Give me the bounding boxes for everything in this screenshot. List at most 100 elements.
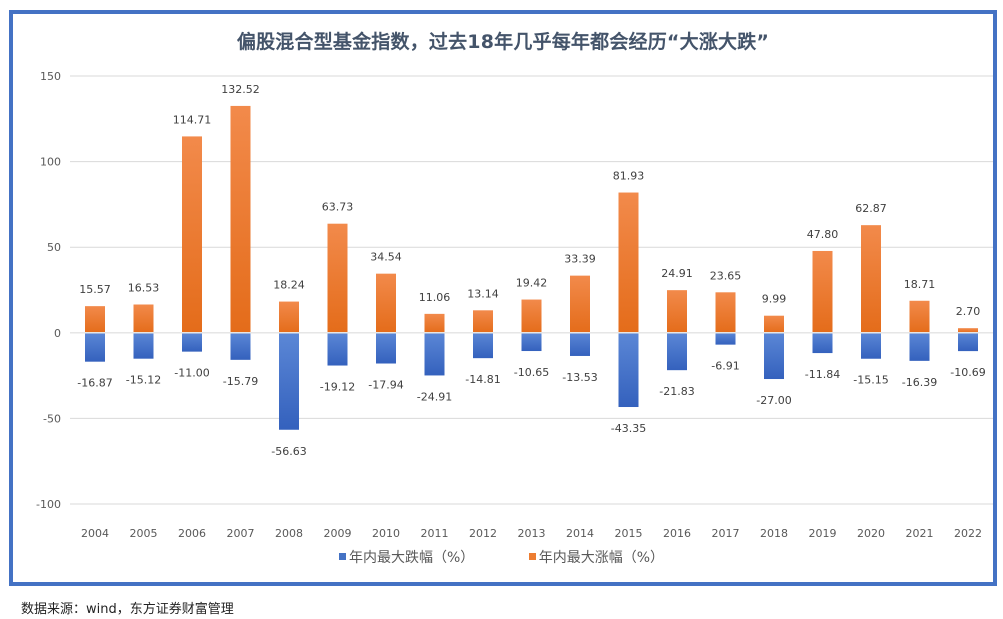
data-label-rise: 47.80 [807, 228, 839, 241]
bar-fall [424, 332, 445, 376]
bars [85, 105, 978, 430]
bar-rise [327, 223, 348, 333]
bar-fall [764, 332, 784, 380]
bar-fall [230, 332, 251, 360]
bar-rise [473, 310, 493, 333]
data-label-fall: -10.69 [950, 366, 985, 379]
x-tick-label: 2009 [324, 527, 352, 540]
x-tick-label: 2022 [954, 527, 982, 540]
bar-fall [279, 332, 299, 430]
y-axis-ticks: 150 100 50 0 -50 -100 [36, 70, 61, 511]
data-label-rise: 62.87 [855, 202, 887, 215]
bar-rise [764, 315, 784, 333]
data-label-rise: 16.53 [128, 282, 160, 295]
bar-fall [521, 332, 542, 352]
data-label-fall: -27.00 [756, 394, 791, 407]
data-label-rise: 18.71 [904, 278, 936, 291]
bar-rise [667, 290, 687, 333]
bar-fall [715, 332, 736, 345]
x-axis-ticks: 2004 2005 2006 2007 2008 2009 2010 2011 2012 2013… [81, 527, 982, 540]
data-label-rise: 63.73 [322, 201, 354, 214]
bar-fall [667, 332, 687, 371]
y-tick-label: 150 [40, 70, 61, 83]
y-tick-label: 50 [47, 241, 61, 254]
x-tick-label: 2012 [469, 527, 497, 540]
x-tick-label: 2019 [809, 527, 837, 540]
bar-rise [521, 299, 542, 333]
x-tick-label: 2021 [906, 527, 934, 540]
bar-rise [618, 192, 639, 333]
legend-item-rise[interactable]: 年内最大涨幅（%） [528, 547, 665, 567]
x-tick-label: 2006 [178, 527, 206, 540]
y-tick-label: 100 [40, 156, 61, 169]
bar-rise [279, 301, 299, 333]
legend-item-fall[interactable]: 年内最大跌幅（%） [338, 547, 475, 567]
x-tick-label: 2010 [372, 527, 400, 540]
data-label-rise: 24.91 [661, 267, 693, 280]
bar-fall [133, 332, 154, 359]
bar-rise [570, 275, 590, 333]
y-tick-label: -100 [36, 498, 61, 511]
x-tick-label: 2005 [130, 527, 158, 540]
y-tick-label: 0 [54, 327, 61, 340]
bar-fall [618, 332, 639, 408]
bar-rise [182, 136, 202, 333]
data-label-fall: -14.81 [465, 373, 500, 386]
bar-rise [909, 300, 930, 333]
data-label-rise: 19.42 [516, 277, 548, 290]
gridlines [70, 75, 993, 505]
data-label-rise: 23.65 [710, 269, 742, 282]
x-tick-label: 2015 [615, 527, 643, 540]
x-tick-label: 2016 [663, 527, 691, 540]
bar-rise [376, 273, 396, 333]
data-label-rise: 9.99 [762, 293, 787, 306]
bar-rise [85, 306, 105, 333]
bar-rise [133, 304, 154, 333]
legend-swatch-rise [528, 553, 536, 560]
data-label-fall: -6.91 [711, 360, 739, 373]
x-tick-label: 2018 [760, 527, 788, 540]
data-labels: 15.57 -16.87 16.53 -15.12 114.71 -11.00 132.52… [77, 83, 985, 458]
data-label-fall: -24.91 [417, 390, 452, 403]
bar-rise [230, 105, 251, 333]
data-label-fall: -11.84 [805, 368, 840, 381]
legend-label-fall: 年内最大跌幅（%） [348, 550, 475, 566]
x-tick-label: 2014 [566, 527, 594, 540]
data-source-note: 数据来源：wind，东方证券财富管理 [21, 602, 234, 617]
data-label-rise: 81.93 [613, 170, 645, 183]
data-label-rise: 11.06 [419, 291, 451, 304]
x-tick-label: 2004 [81, 527, 109, 540]
data-label-rise: 2.70 [956, 305, 981, 318]
data-label-rise: 132.52 [221, 83, 260, 96]
data-label-fall: -16.39 [902, 376, 937, 389]
bar-fall [861, 332, 881, 359]
data-label-rise: 15.57 [79, 283, 111, 296]
bar-fall [812, 332, 833, 354]
chart-title: 偏股混合型基金指数，过去18年几乎每年都会经历“大涨大跌” [236, 31, 770, 53]
data-label-fall: -10.65 [514, 366, 549, 379]
data-label-fall: -11.00 [174, 367, 209, 380]
bar-rise [958, 328, 978, 333]
bar-fall [376, 332, 396, 364]
bar-fall [182, 332, 202, 352]
x-tick-label: 2013 [518, 527, 546, 540]
data-label-fall: -15.12 [126, 374, 161, 387]
data-label-fall: -19.12 [320, 381, 355, 394]
legend-label-rise: 年内最大涨幅（%） [538, 550, 665, 566]
data-label-fall: -13.53 [562, 371, 597, 384]
data-label-fall: -17.94 [368, 379, 403, 392]
x-tick-label: 2011 [421, 527, 449, 540]
bar-rise [424, 313, 445, 333]
x-tick-label: 2020 [857, 527, 885, 540]
bar-fall [473, 332, 493, 359]
bar-rise [812, 250, 833, 333]
data-label-rise: 34.54 [370, 251, 402, 264]
data-label-rise: 18.24 [273, 279, 305, 292]
x-tick-label: 2007 [227, 527, 255, 540]
bar-rise [861, 225, 881, 333]
legend-swatch-fall [338, 553, 346, 560]
data-label-rise: 13.14 [467, 287, 499, 300]
data-label-fall: -56.63 [271, 445, 306, 458]
data-label-rise: 33.39 [564, 253, 596, 266]
